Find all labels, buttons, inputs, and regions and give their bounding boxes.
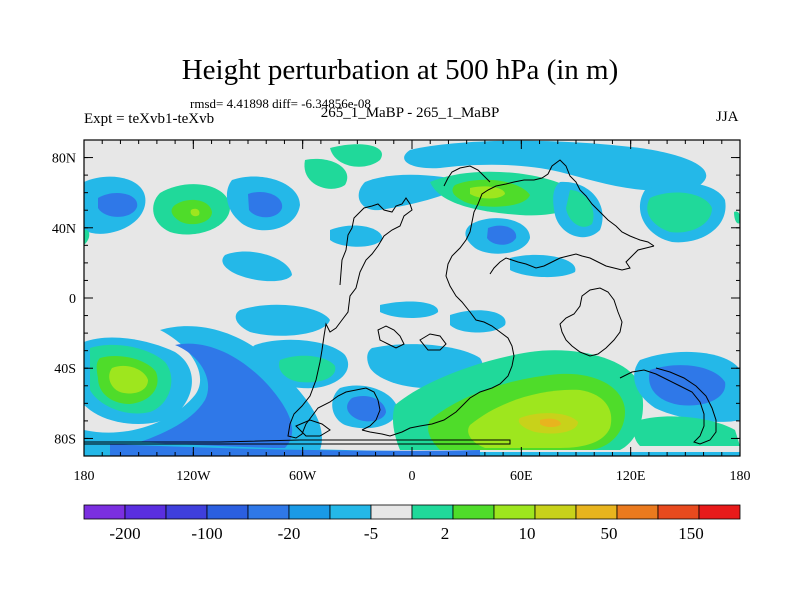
colorbar-swatch bbox=[247, 504, 290, 520]
colorbar-swatch bbox=[124, 504, 167, 520]
y-tick-label: 0 bbox=[69, 292, 76, 307]
colorbar-swatch bbox=[165, 504, 208, 520]
colorbar-boxes bbox=[83, 504, 741, 520]
x-tick-label: 120E bbox=[616, 469, 646, 484]
coastline bbox=[443, 165, 491, 187]
colorbar-swatch bbox=[534, 504, 577, 520]
contour-region bbox=[279, 355, 336, 383]
season-label: JJA bbox=[716, 109, 739, 125]
chart-title: Height perturbation at 500 hPa (in m) bbox=[181, 54, 619, 86]
colorbar-swatch bbox=[329, 504, 372, 520]
contour-region bbox=[540, 418, 561, 427]
coastline bbox=[619, 367, 717, 445]
colorbar-swatch bbox=[370, 504, 413, 520]
x-tick-label: 0 bbox=[409, 469, 416, 484]
colorbar-swatch bbox=[698, 504, 741, 520]
colorbar-label: -100 bbox=[191, 524, 222, 543]
colorbar-label: 10 bbox=[519, 524, 536, 543]
coastline bbox=[419, 333, 447, 351]
colorbar-swatch bbox=[452, 504, 495, 520]
coastline bbox=[361, 159, 655, 437]
coastline bbox=[287, 197, 413, 439]
colorbar-label: -20 bbox=[278, 524, 301, 543]
colorbar-label: 150 bbox=[678, 524, 704, 543]
colorbar-label: 50 bbox=[601, 524, 618, 543]
y-tick-label: 80S bbox=[54, 432, 76, 447]
x-tick-label: 60E bbox=[510, 469, 533, 484]
x-axis-labels: 180 120W 60W 0 60E 120E 180 bbox=[74, 469, 751, 484]
contour-region bbox=[487, 225, 517, 245]
contour-region bbox=[347, 395, 386, 422]
colorbar-labels: -200 -100 -20 -5 2 10 50 150 bbox=[109, 524, 703, 543]
coastlines bbox=[84, 159, 717, 445]
y-tick-label: 40N bbox=[52, 222, 76, 237]
x-tick-label: 60W bbox=[289, 469, 317, 484]
contour-fill-layer bbox=[84, 140, 740, 456]
coastline bbox=[559, 287, 623, 357]
y-tick-label: 40S bbox=[54, 362, 76, 377]
contour-region bbox=[109, 365, 148, 394]
contour-region bbox=[734, 211, 740, 224]
contour-region bbox=[235, 304, 330, 336]
colorbar-label: -200 bbox=[109, 524, 140, 543]
coastline bbox=[295, 419, 331, 437]
y-tick-label: 80N bbox=[52, 152, 76, 167]
contour-region bbox=[120, 343, 293, 448]
contour-region bbox=[98, 192, 138, 217]
contour-region bbox=[634, 416, 740, 446]
contour-region bbox=[304, 158, 348, 189]
coastline bbox=[84, 439, 511, 445]
colorbar-label: 2 bbox=[441, 524, 450, 543]
contour-region bbox=[566, 190, 594, 227]
contour-region bbox=[248, 191, 283, 218]
colorbar-swatch bbox=[616, 504, 659, 520]
colorbar-swatch bbox=[206, 504, 249, 520]
coastline bbox=[489, 245, 655, 275]
contour-region bbox=[110, 444, 480, 456]
contour-region bbox=[330, 225, 383, 247]
colorbar-swatch bbox=[411, 504, 454, 520]
x-tick-label: 180 bbox=[74, 469, 95, 484]
colorbar-swatch bbox=[83, 504, 126, 520]
contour-region bbox=[647, 192, 712, 233]
y-axis-labels: 80N 40N 0 40S 80S bbox=[52, 152, 76, 448]
experiment-label: Expt = teXvb1-teXvb bbox=[84, 111, 215, 127]
run-comparison-label: 265_1_MaBP - 265_1_MaBP bbox=[320, 105, 500, 121]
colorbar-label: -5 bbox=[364, 524, 378, 543]
coastline bbox=[377, 325, 405, 349]
x-tick-label: 180 bbox=[730, 469, 751, 484]
colorbar-swatch bbox=[657, 504, 700, 520]
axis-ticks bbox=[83, 139, 741, 457]
contour-region bbox=[330, 144, 382, 167]
colorbar-swatch bbox=[288, 504, 331, 520]
contour-region bbox=[470, 186, 505, 199]
rmsd-diff-stats: rmsd= 4.41898 diff= -6.34856e-08 bbox=[190, 96, 371, 111]
contour-region bbox=[222, 251, 292, 282]
contour-region bbox=[84, 229, 90, 245]
contour-region bbox=[404, 140, 707, 191]
colorbar-swatch bbox=[575, 504, 618, 520]
contour-region bbox=[649, 365, 726, 406]
x-tick-label: 120W bbox=[176, 469, 211, 484]
colorbar-swatch bbox=[493, 504, 536, 520]
contour-region bbox=[190, 208, 200, 217]
contour-region bbox=[380, 301, 439, 318]
contour-region bbox=[450, 310, 506, 333]
